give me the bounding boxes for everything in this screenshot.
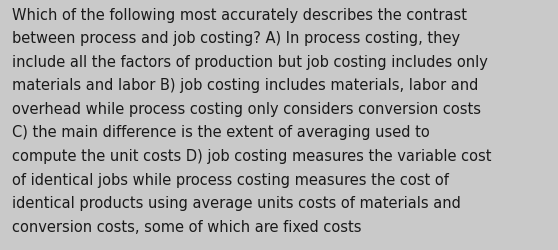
Text: between process and job costing? A) In process costing, they: between process and job costing? A) In p… xyxy=(12,31,460,46)
Text: Which of the following most accurately describes the contrast: Which of the following most accurately d… xyxy=(12,8,467,22)
Text: conversion costs, some of which are fixed costs: conversion costs, some of which are fixe… xyxy=(12,219,362,234)
Text: materials and labor B) job costing includes materials, labor and: materials and labor B) job costing inclu… xyxy=(12,78,479,93)
Text: identical products using average units costs of materials and: identical products using average units c… xyxy=(12,196,461,210)
Text: C) the main difference is the extent of averaging used to: C) the main difference is the extent of … xyxy=(12,125,430,140)
Text: include all the factors of production but job costing includes only: include all the factors of production bu… xyxy=(12,54,488,70)
Text: of identical jobs while process costing measures the cost of: of identical jobs while process costing … xyxy=(12,172,449,187)
Text: overhead while process costing only considers conversion costs: overhead while process costing only cons… xyxy=(12,102,482,116)
Text: compute the unit costs D) job costing measures the variable cost: compute the unit costs D) job costing me… xyxy=(12,148,492,164)
